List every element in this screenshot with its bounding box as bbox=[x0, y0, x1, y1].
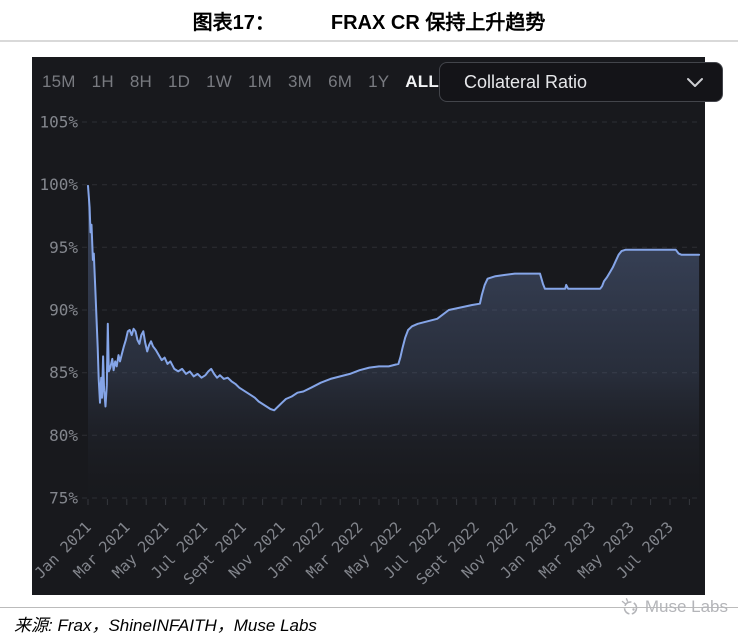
range-button-8h[interactable]: 8H bbox=[129, 72, 152, 91]
y-axis-label: 100% bbox=[39, 175, 78, 194]
range-button-1w[interactable]: 1W bbox=[206, 72, 232, 91]
figure-label: 图表17： bbox=[192, 12, 275, 34]
area-fill bbox=[88, 185, 700, 505]
range-button-3m[interactable]: 3M bbox=[288, 72, 313, 91]
page-title: 图表17： FRAX CR 保持上升趋势 bbox=[0, 6, 738, 35]
range-button-all[interactable]: ALL bbox=[405, 72, 439, 91]
metric-dropdown-value: Collateral Ratio bbox=[463, 71, 588, 92]
y-axis-label: 80% bbox=[49, 426, 78, 445]
range-button-6m[interactable]: 6M bbox=[328, 72, 353, 91]
range-button-1h[interactable]: 1H bbox=[91, 72, 114, 91]
collateral-ratio-line bbox=[87, 184, 701, 412]
figure-title: FRAX CR 保持上升趋势 bbox=[330, 12, 546, 34]
metric-dropdown[interactable]: Collateral Ratio bbox=[438, 62, 723, 102]
watermark-text: Muse Labs bbox=[644, 597, 728, 616]
muse-labs-logo-icon bbox=[621, 598, 638, 615]
range-button-1d[interactable]: 1D bbox=[167, 72, 191, 91]
range-selector: 15M 1H 8H 1D 1W 1M 3M 6M 1Y ALL bbox=[40, 72, 439, 92]
muse-labs-watermark: Muse Labs bbox=[620, 595, 728, 619]
chevron-down-icon bbox=[686, 77, 703, 87]
chart-toolbar: 15M 1H 8H 1D 1W 1M 3M 6M 1Y ALL Collateral Ratio bbox=[32, 57, 723, 105]
footer-divider bbox=[0, 607, 738, 608]
y-axis-label: 95% bbox=[49, 238, 78, 257]
range-button-15m[interactable]: 15M bbox=[42, 72, 76, 91]
y-axis-label: 75% bbox=[49, 489, 78, 508]
y-axis-label: 105% bbox=[39, 113, 78, 132]
source-note: 来源: Frax，ShineINFAITH，Muse Labs bbox=[14, 616, 317, 635]
y-axis-label: 85% bbox=[49, 363, 78, 382]
range-button-1y[interactable]: 1Y bbox=[368, 72, 390, 91]
chart-panel: 15M 1H 8H 1D 1W 1M 3M 6M 1Y ALL Collateral Ratio … bbox=[32, 57, 723, 597]
y-axis-label: 90% bbox=[49, 301, 78, 320]
range-button-1m[interactable]: 1M bbox=[248, 72, 273, 91]
title-divider bbox=[0, 40, 738, 42]
